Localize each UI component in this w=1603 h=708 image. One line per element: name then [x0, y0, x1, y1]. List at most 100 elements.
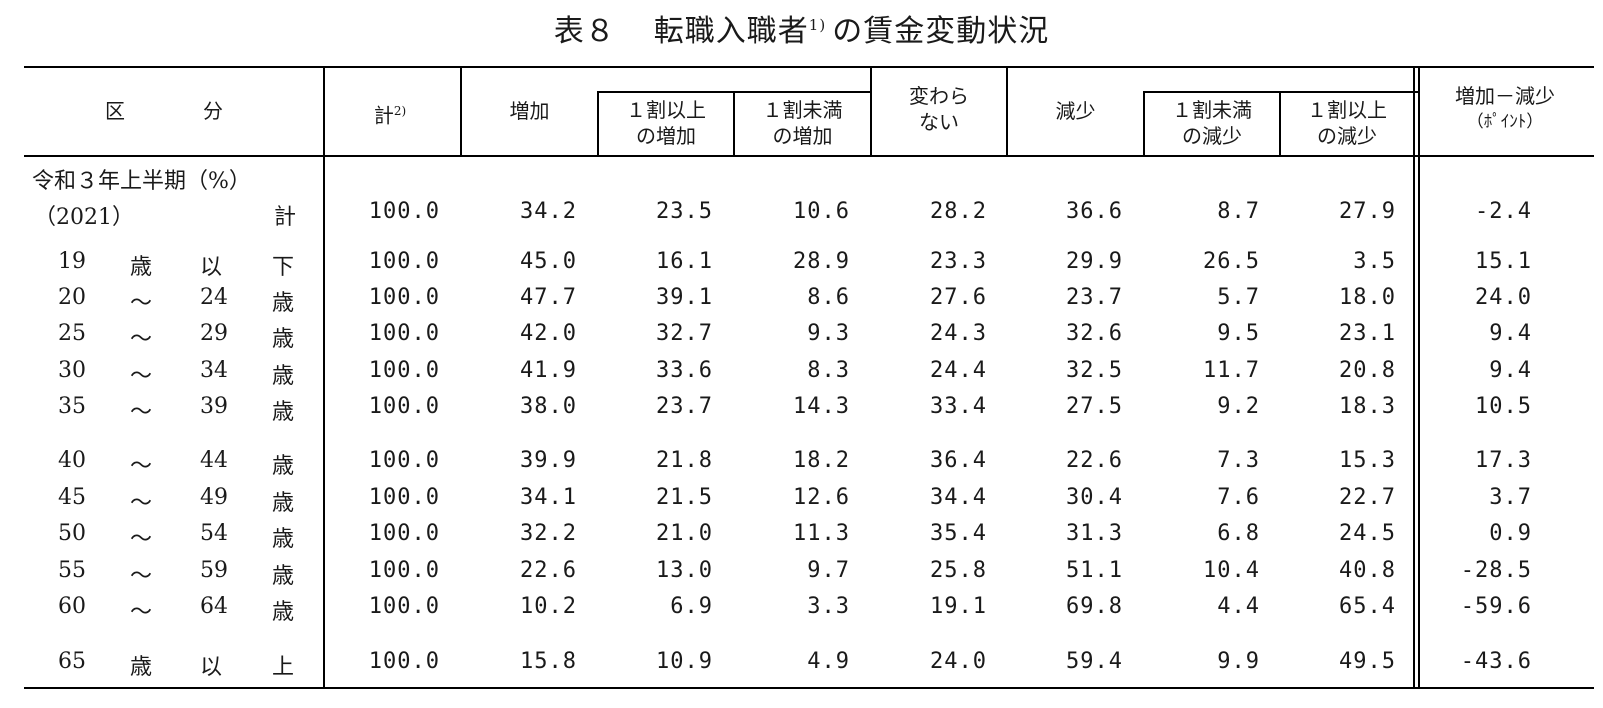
table-cell-kawaranai: 19.1	[930, 594, 987, 619]
table-cell-zouka: 42.0	[520, 321, 577, 346]
table-cell-diff: -43.6	[1460, 649, 1532, 674]
table-cell-genshou-under: 7.3	[1217, 448, 1260, 473]
title-main: 転職入職者	[653, 14, 809, 49]
row-label-part: ～	[130, 364, 153, 389]
total-row-label: 計	[274, 205, 297, 230]
table-cell-zouka-under: 8.3	[807, 358, 850, 383]
table-cell-diff: -59.6	[1460, 594, 1532, 619]
table-cell-kawaranai: 27.6	[930, 285, 987, 310]
table-cell-zouka-over: 13.0	[656, 558, 713, 583]
table-cell-zouka: 41.9	[520, 358, 577, 383]
table-cell-genshou: 31.3	[1066, 521, 1123, 546]
row-label-part: ～	[130, 527, 153, 552]
table-cell-diff: 17.3	[1475, 448, 1532, 473]
row-label-part: 55	[58, 558, 86, 583]
header-diff: 増加－減少 （ﾎﾟｲﾝﾄ）	[1420, 83, 1590, 135]
total-row-zouka: 34.2	[520, 199, 577, 224]
header-genshou-over-line1: １割以上	[1307, 98, 1387, 122]
table-cell-zouka: 34.1	[520, 485, 577, 510]
table-cell-zouka-under: 3.3	[807, 594, 850, 619]
header-genshou-under-line2: の減少	[1182, 124, 1242, 148]
row-label-part: ～	[130, 564, 153, 589]
header-zouka-over: １割以上 の増加	[599, 97, 733, 149]
row-label-part: 歳	[272, 491, 295, 516]
total-row-genshou: 36.6	[1066, 199, 1123, 224]
table-cell-zouka: 15.8	[520, 649, 577, 674]
table-cell-zouka: 38.0	[520, 394, 577, 419]
table-cell-diff: 24.0	[1475, 285, 1532, 310]
table-cell-zouka-over: 16.1	[656, 249, 713, 274]
row-label-part: 歳	[272, 327, 295, 352]
header-zouka-under: １割未満 の増加	[735, 97, 870, 149]
table-cell-kawaranai: 33.4	[930, 394, 987, 419]
header-kubun-a: 区	[105, 99, 125, 123]
table-cell-kei: 100.0	[368, 394, 440, 419]
row-label-part: ～	[130, 291, 153, 316]
table-cell-zouka-over: 21.0	[656, 521, 713, 546]
header-kei: 計2)	[340, 98, 440, 129]
table-cell-genshou: 32.6	[1066, 321, 1123, 346]
vrule-1	[323, 66, 325, 689]
row-label-part: 以	[200, 655, 223, 680]
table-cell-kei: 100.0	[368, 249, 440, 274]
vrule-double-a	[1413, 66, 1415, 689]
table-cell-kei: 100.0	[368, 358, 440, 383]
table-cell-zouka-over: 23.7	[656, 394, 713, 419]
row-label-part: 歳	[272, 564, 295, 589]
table-cell-diff: 0.9	[1489, 521, 1532, 546]
row-label-part: 歳	[272, 400, 295, 425]
title-footnote-marker: 1)	[808, 16, 827, 34]
table-cell-kawaranai: 35.4	[930, 521, 987, 546]
row-label-part: 歳	[272, 527, 295, 552]
header-diff-line1: 増加－減少	[1455, 84, 1555, 108]
header-genshou-over: １割以上 の減少	[1281, 97, 1413, 149]
table-cell-diff: 9.4	[1489, 321, 1532, 346]
table-cell-kei: 100.0	[368, 558, 440, 583]
row-label-part: 44	[200, 448, 228, 473]
header-zouka-under-line2: の増加	[772, 124, 833, 148]
row-label-part: 上	[272, 655, 295, 680]
header-zouka-under-line1: １割未満	[762, 98, 843, 122]
vrule-6	[1006, 66, 1008, 157]
table-cell-diff: 10.5	[1475, 394, 1532, 419]
total-row-genshou-under: 8.7	[1217, 199, 1260, 224]
table-cell-zouka-over: 21.5	[656, 485, 713, 510]
table-cell-zouka-over: 39.1	[656, 285, 713, 310]
row-label-part: 29	[200, 321, 228, 346]
row-label-part: 59	[200, 558, 228, 583]
header-zouka-over-line1: １割以上	[626, 98, 706, 122]
table-cell-kei: 100.0	[368, 285, 440, 310]
row-label-part: 54	[200, 521, 228, 546]
header-genshou-under: １割未満 の減少	[1145, 97, 1279, 149]
table-cell-genshou-over: 40.8	[1339, 558, 1396, 583]
row-label-part: 60	[58, 594, 86, 619]
row-label-part: 49	[200, 485, 228, 510]
table-cell-genshou: 22.6	[1066, 448, 1123, 473]
table-cell-zouka-under: 12.6	[793, 485, 850, 510]
title-rest: の賃金変動状況	[832, 14, 1050, 49]
table-title: 表８ 転職入職者1) の賃金変動状況	[0, 6, 1603, 50]
table-cell-genshou: 27.5	[1066, 394, 1123, 419]
table-cell-genshou: 59.4	[1066, 649, 1123, 674]
row-label-part: 歳	[130, 255, 153, 280]
row-label-part: 64	[200, 594, 228, 619]
table-cell-kawaranai: 23.3	[930, 249, 987, 274]
table-cell-genshou: 23.7	[1066, 285, 1123, 310]
table-cell-kawaranai: 25.8	[930, 558, 987, 583]
total-row-genshou-over: 27.9	[1339, 199, 1396, 224]
table-cell-genshou-over: 24.5	[1339, 521, 1396, 546]
table-cell-zouka: 39.9	[520, 448, 577, 473]
row-label-part: 34	[200, 358, 228, 383]
table-cell-zouka-under: 18.2	[793, 448, 850, 473]
table-cell-genshou: 29.9	[1066, 249, 1123, 274]
table-cell-zouka-under: 9.7	[807, 558, 850, 583]
vrule-double-b	[1418, 66, 1420, 689]
total-row-kawaranai: 28.2	[930, 199, 987, 224]
row-label-part: 40	[58, 448, 86, 473]
row-label-part: 歳	[272, 364, 295, 389]
table-cell-zouka-under: 9.3	[807, 321, 850, 346]
table-cell-diff: 9.4	[1489, 358, 1532, 383]
table-cell-genshou-under: 9.5	[1217, 321, 1260, 346]
row-label-part: 39	[200, 394, 228, 419]
vrule-3	[597, 91, 599, 157]
